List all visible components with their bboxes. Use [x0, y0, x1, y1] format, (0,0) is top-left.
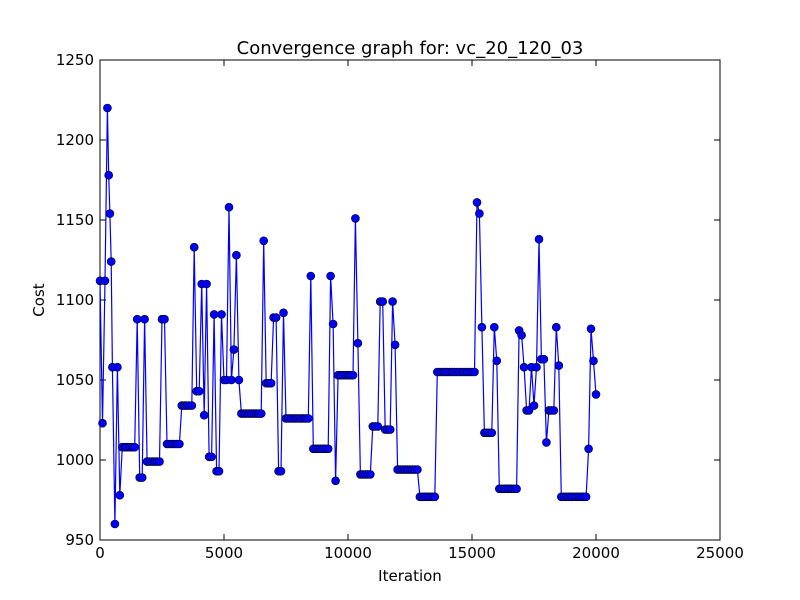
data-point — [542, 438, 551, 447]
data-point — [519, 362, 529, 372]
data-point — [586, 324, 596, 334]
data-point — [551, 322, 561, 332]
x-tick-label: 15000 — [448, 544, 496, 562]
data-point — [105, 209, 115, 218]
data-point — [98, 418, 107, 428]
y-tick-label: 1100 — [56, 291, 94, 309]
data-point — [351, 214, 360, 223]
series-markers — [95, 103, 601, 529]
data-point — [326, 271, 335, 281]
data-point — [378, 297, 388, 306]
data-point — [279, 308, 288, 318]
data-point — [512, 484, 521, 494]
y-tick-label: 1050 — [56, 371, 94, 389]
data-point — [175, 439, 184, 449]
data-point — [276, 466, 286, 476]
y-axis-ticks: 950 1000 1050 1100 1150 1200 1250 — [56, 51, 720, 549]
data-point — [388, 297, 397, 306]
y-tick-label: 1250 — [56, 51, 94, 69]
data-point — [207, 452, 216, 462]
data-point — [331, 476, 340, 486]
x-axis-label: Iteration — [378, 567, 442, 585]
data-point — [140, 314, 149, 324]
x-tick-label: 25000 — [696, 544, 744, 562]
data-point — [492, 356, 502, 366]
data-point — [475, 209, 484, 218]
data-point — [390, 340, 400, 350]
data-point — [194, 386, 204, 396]
data-point — [589, 356, 598, 366]
data-point — [365, 470, 375, 479]
data-point — [487, 428, 497, 438]
data-point — [199, 410, 209, 420]
data-point — [100, 276, 110, 286]
data-point — [187, 401, 197, 410]
data-point — [227, 375, 236, 385]
data-point — [353, 338, 363, 348]
data-point — [229, 345, 239, 354]
x-tick-label: 10000 — [324, 544, 372, 562]
y-tick-label: 950 — [65, 531, 94, 549]
data-point — [472, 198, 482, 207]
data-point — [155, 457, 164, 466]
data-point — [532, 362, 541, 372]
data-point — [581, 492, 591, 502]
y-tick-label: 1000 — [56, 451, 94, 469]
x-tick-label: 20000 — [572, 544, 620, 562]
data-point — [234, 375, 244, 385]
data-point — [104, 170, 113, 180]
data-point — [259, 236, 269, 246]
y-tick-label: 1200 — [56, 131, 94, 149]
x-tick-label: 5000 — [205, 544, 243, 562]
data-point — [591, 390, 601, 399]
data-point — [549, 406, 559, 415]
data-point — [202, 279, 211, 289]
data-point — [130, 442, 139, 452]
data-point — [373, 422, 383, 431]
data-point — [106, 257, 116, 266]
x-tick-label: 0 — [95, 544, 105, 562]
data-point — [489, 322, 499, 332]
data-point — [224, 202, 234, 212]
data-point — [209, 310, 219, 319]
data-point — [470, 367, 479, 377]
data-point — [539, 354, 549, 364]
data-point — [413, 465, 422, 474]
data-point — [110, 519, 120, 529]
data-point — [584, 444, 593, 454]
chart-title: Convergence graph for: vc_20_120_03 — [237, 38, 584, 59]
data-point — [113, 362, 122, 372]
y-axis-label: Cost — [30, 283, 48, 316]
data-point — [323, 444, 333, 454]
data-point — [132, 314, 142, 324]
data-point — [348, 370, 358, 380]
data-point — [160, 314, 169, 324]
data-point — [103, 103, 112, 113]
y-tick-label: 1150 — [56, 211, 94, 229]
data-point — [554, 361, 564, 370]
data-point — [328, 319, 338, 329]
data-point — [217, 310, 226, 319]
data-point — [266, 378, 276, 388]
data-point — [137, 473, 147, 482]
data-point — [256, 409, 266, 418]
data-point — [232, 250, 241, 260]
data-point — [477, 322, 487, 332]
data-point — [385, 425, 395, 434]
data-point — [214, 466, 224, 476]
x-axis-ticks: 0 5000 10000 15000 20000 25000 — [95, 60, 744, 562]
data-point — [189, 242, 199, 252]
data-point — [534, 234, 544, 244]
data-point — [303, 414, 313, 423]
data-point — [306, 271, 316, 281]
data-point — [271, 313, 281, 322]
data-point — [517, 330, 526, 340]
data-point — [529, 401, 539, 410]
data-point — [115, 490, 125, 500]
data-point — [430, 492, 440, 502]
